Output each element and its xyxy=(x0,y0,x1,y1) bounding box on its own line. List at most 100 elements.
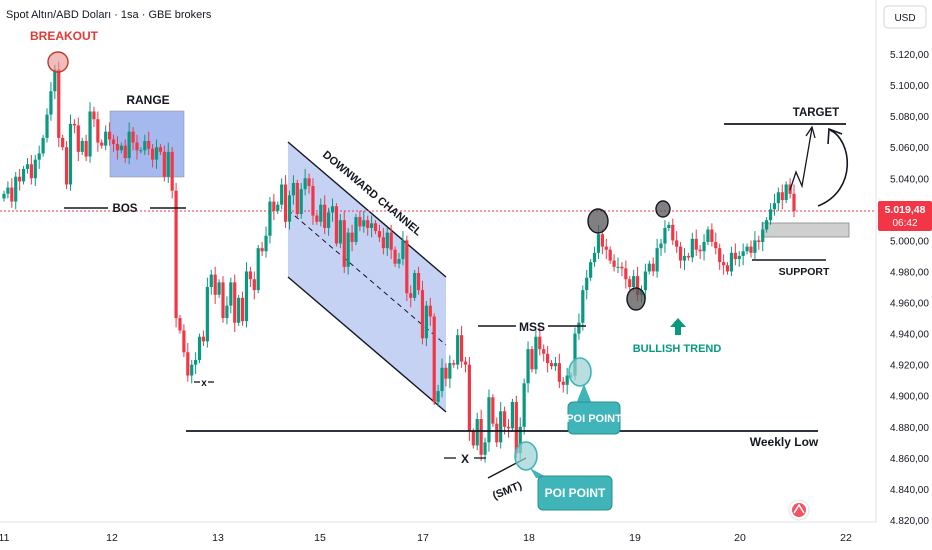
candle-body xyxy=(745,246,749,252)
target-label: TARGET xyxy=(793,107,839,119)
swing-low-circle xyxy=(626,287,646,311)
y-tick-label: 5.120,00 xyxy=(890,50,929,61)
candle-body xyxy=(577,322,581,334)
y-tick-label: 4.840,00 xyxy=(890,485,929,496)
candle-body xyxy=(542,349,546,354)
poi-callout-1: POI POINT xyxy=(566,384,622,435)
candle-body xyxy=(706,229,710,242)
candle-body xyxy=(702,241,706,252)
candle-body xyxy=(268,201,272,236)
candle-body xyxy=(111,139,116,145)
y-tick-label: 5.060,00 xyxy=(890,143,929,154)
channel-top-line xyxy=(287,141,447,278)
candle-body xyxy=(327,212,331,228)
y-tick-label: 5.100,00 xyxy=(890,81,929,92)
candle-body xyxy=(100,142,104,146)
candle-body xyxy=(600,234,604,247)
x-tick-label: 19 xyxy=(629,532,641,544)
candle-body xyxy=(190,364,194,376)
candle-body xyxy=(694,238,698,250)
candle-body xyxy=(72,123,76,126)
candle-body xyxy=(201,336,206,342)
candle-body xyxy=(534,336,538,370)
x-tick-label: 17 xyxy=(417,532,429,544)
x-tick-label: 18 xyxy=(523,532,535,544)
candle-body xyxy=(409,293,413,298)
candle-body xyxy=(61,137,65,148)
candle-body xyxy=(718,248,722,263)
candle-body xyxy=(6,187,10,194)
candle-body xyxy=(722,262,726,266)
candle-body xyxy=(495,423,499,443)
candle-body xyxy=(315,215,319,222)
candle-body xyxy=(162,151,166,177)
candle-body xyxy=(14,176,18,202)
candle-body xyxy=(92,111,96,120)
candle-body xyxy=(49,91,53,115)
candle-body xyxy=(57,69,61,138)
x-small-label: x xyxy=(201,378,207,389)
candle-body xyxy=(330,206,335,213)
y-tick-label: 4.960,00 xyxy=(890,299,929,310)
candle-body xyxy=(729,252,734,272)
candle-body xyxy=(119,145,123,151)
candle-body xyxy=(557,363,561,382)
candle-body xyxy=(686,255,691,258)
candle-body xyxy=(276,204,280,211)
candle-body xyxy=(154,147,159,160)
candle-body xyxy=(643,271,647,291)
candle-body xyxy=(96,119,100,143)
candle-body xyxy=(280,184,284,205)
price-axis[interactable] xyxy=(876,0,932,522)
candle-body xyxy=(143,140,147,151)
candle-body xyxy=(592,252,597,263)
candle-body xyxy=(565,375,569,385)
current-price-tag: 5.019,48 06:42 xyxy=(878,201,932,231)
candle-body xyxy=(432,316,436,402)
candle-body xyxy=(596,234,601,253)
candle-body xyxy=(632,276,636,287)
target-projection-arrow xyxy=(789,127,813,191)
target-arrow-head xyxy=(805,125,816,139)
x-big-label: X xyxy=(461,452,469,466)
candle-body xyxy=(753,240,757,253)
candle-body xyxy=(682,255,687,261)
curved-arrow xyxy=(817,129,849,207)
candle-body xyxy=(194,360,198,365)
candle-body xyxy=(628,279,632,287)
candle-body xyxy=(377,231,382,238)
candle-body xyxy=(518,426,522,454)
candle-body xyxy=(514,401,518,454)
candle-body xyxy=(381,237,385,249)
candle-body xyxy=(80,140,84,152)
swing-high-circle-1 xyxy=(587,208,609,234)
candle-body xyxy=(389,232,393,250)
candle-body xyxy=(354,217,358,242)
candle-body xyxy=(405,240,409,294)
current-price-value: 5.019,48 xyxy=(885,204,926,216)
candle-body xyxy=(334,206,339,244)
candle-body xyxy=(436,391,440,402)
candle-body xyxy=(761,229,765,242)
candle-body xyxy=(475,419,479,446)
candle-body xyxy=(303,178,307,190)
candle-body xyxy=(589,262,593,278)
candle-body xyxy=(240,297,245,322)
x-tick-label: 20 xyxy=(734,532,746,544)
candle-body xyxy=(10,187,14,202)
candle-body xyxy=(209,274,213,287)
bullish-trend-label: BULLISH TREND xyxy=(633,343,722,355)
currency-button[interactable]: USD xyxy=(883,5,927,29)
candle-body xyxy=(553,363,558,367)
x-tick-label: 12 xyxy=(106,532,118,544)
currency-button-label: USD xyxy=(894,13,915,24)
candle-body xyxy=(104,131,108,146)
candle-body xyxy=(229,282,233,306)
candle-body xyxy=(401,240,405,260)
candle-body xyxy=(659,243,663,249)
y-tick-label: 4.860,00 xyxy=(890,454,929,465)
candle-body xyxy=(635,276,640,295)
candle-body xyxy=(655,248,659,272)
candle-body xyxy=(166,151,170,177)
